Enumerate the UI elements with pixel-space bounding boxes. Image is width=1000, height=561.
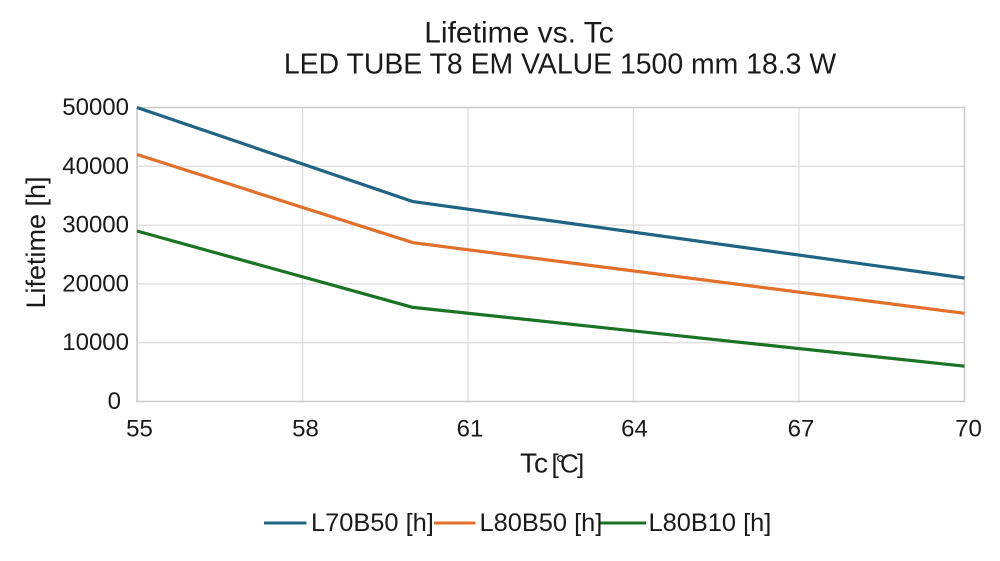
svg-text:Tc[°C]: Tc [°C] xyxy=(520,448,584,479)
svg-text:61: 61 xyxy=(457,416,484,443)
svg-text:L80B50 [h]: L80B50 [h] xyxy=(480,509,603,537)
svg-text:L70B50 [h]: L70B50 [h] xyxy=(311,509,434,537)
svg-text:Lifetime [h]: Lifetime [h] xyxy=(21,176,51,308)
svg-text:64: 64 xyxy=(621,416,648,443)
svg-text:LED TUBE T8 EM VALUE 1500 mm 1: LED TUBE T8 EM VALUE 1500 mm 18.3 W xyxy=(284,49,836,81)
svg-text:70: 70 xyxy=(955,416,982,443)
svg-text:10000: 10000 xyxy=(62,329,129,356)
svg-text:50000: 50000 xyxy=(62,94,129,121)
svg-text:Lifetime vs. Tc: Lifetime vs. Tc xyxy=(424,17,614,50)
svg-text:0: 0 xyxy=(108,388,121,415)
svg-text:58: 58 xyxy=(292,416,319,443)
svg-text:30000: 30000 xyxy=(62,212,129,239)
svg-text:40000: 40000 xyxy=(62,153,129,180)
svg-text:20000: 20000 xyxy=(62,270,129,297)
svg-text:55: 55 xyxy=(126,416,153,443)
svg-text:67: 67 xyxy=(788,416,815,443)
svg-text:L80B10 [h]: L80B10 [h] xyxy=(649,509,772,537)
